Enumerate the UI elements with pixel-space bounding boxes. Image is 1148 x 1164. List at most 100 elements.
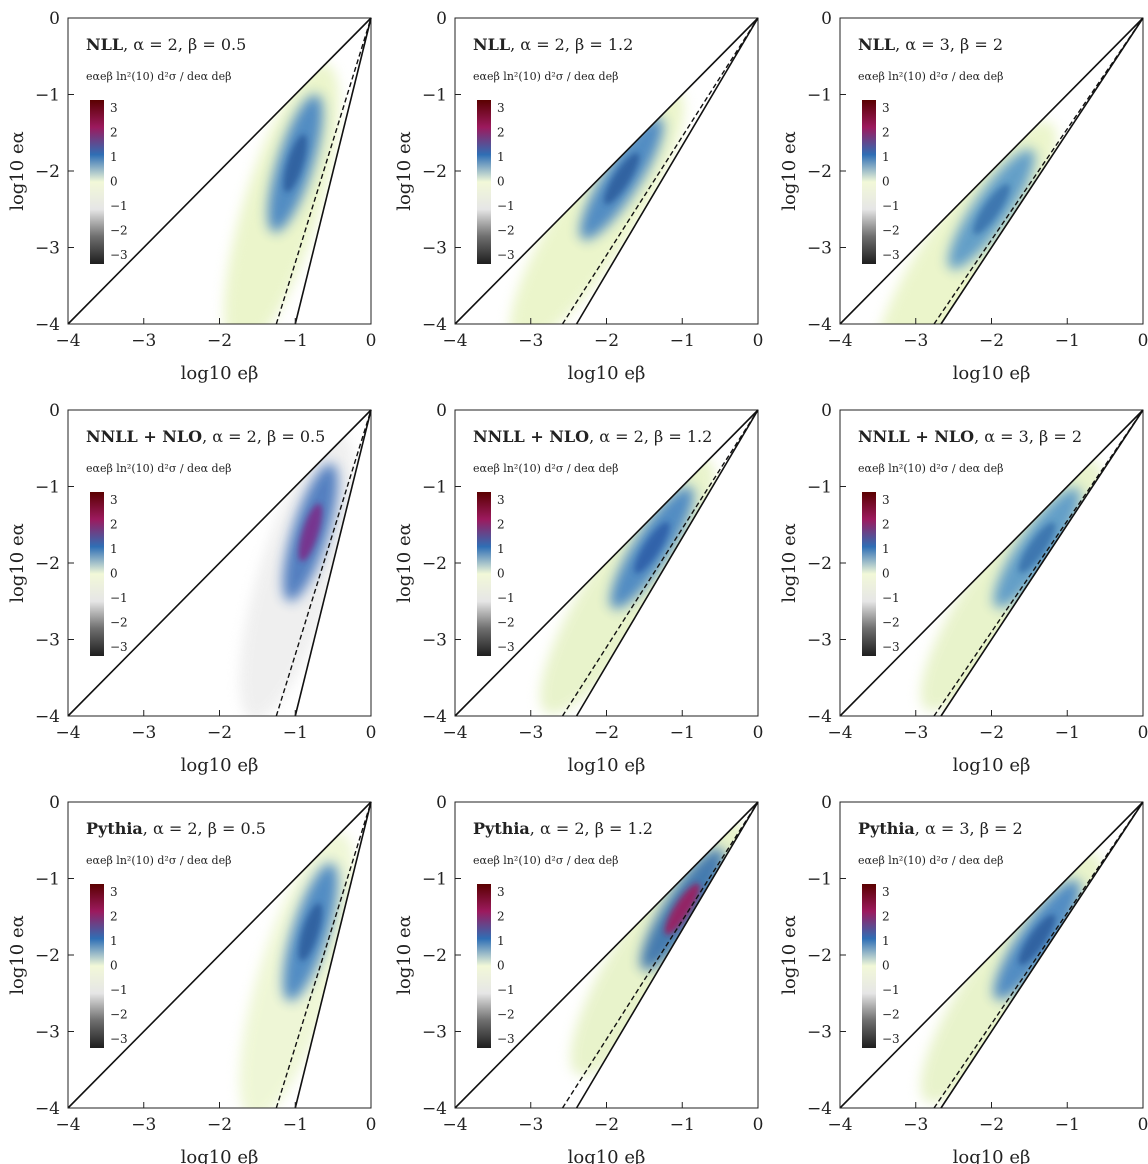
colorbar-tick-label: 2 bbox=[110, 518, 118, 532]
colorbar-tick-label: 3 bbox=[110, 101, 118, 115]
y-tick-label: −3 bbox=[35, 239, 60, 259]
colorbar-tick-label: −1 bbox=[882, 199, 900, 213]
colorbar bbox=[90, 884, 104, 1048]
panel-title: Pythia, α = 2, β = 1.2 bbox=[473, 819, 653, 838]
x-tick-label: 0 bbox=[366, 723, 377, 743]
colorbar-tick-label: −3 bbox=[110, 248, 128, 262]
heat-core bbox=[1018, 914, 1056, 965]
panel-4: −4−4 −3 −3 −2 −2 −1 −1 0 0 log10 eβ log10 eα NNLL +… bbox=[7, 401, 377, 776]
y-tick-label: −4 bbox=[422, 315, 447, 335]
y-tick-label: −1 bbox=[807, 478, 832, 498]
y-tick-label: −1 bbox=[35, 478, 60, 498]
x-tick-label: 0 bbox=[753, 331, 764, 351]
colorbar-tick-label: 3 bbox=[110, 885, 118, 899]
x-axis-label: log10 eβ bbox=[181, 755, 259, 776]
x-tick-label: −2 bbox=[207, 331, 232, 351]
lower-boundary-line bbox=[294, 17, 372, 325]
colorbar-tick-label: 3 bbox=[497, 101, 505, 115]
heat-core bbox=[1018, 522, 1056, 573]
heatmap bbox=[570, 819, 745, 1076]
panel-8: −4−4 −3 −3 −2 −2 −1 −1 0 0 log10 eβ log10 eα Pythia… bbox=[394, 793, 763, 1164]
colorbar-formula: eαeβ ln²(10) d²σ / deα deβ bbox=[858, 854, 1003, 867]
panel-title: NNLL + NLO, α = 2, β = 1.2 bbox=[473, 427, 712, 446]
heatmap bbox=[920, 852, 1102, 1103]
heat-core bbox=[283, 134, 308, 193]
heatmap bbox=[539, 458, 715, 714]
y-tick-label: −2 bbox=[35, 946, 60, 966]
colorbar-tick-label: 1 bbox=[882, 934, 890, 948]
colorbar-tick-label: −2 bbox=[110, 224, 128, 238]
colorbar-tick-label: −2 bbox=[497, 224, 515, 238]
upper-boundary-line bbox=[454, 17, 759, 325]
x-tick-label: −1 bbox=[283, 331, 308, 351]
y-tick-label: 0 bbox=[49, 401, 60, 421]
upper-boundary-line bbox=[67, 409, 372, 717]
colorbar bbox=[477, 100, 491, 264]
colorbar-tick-label: 1 bbox=[882, 542, 890, 556]
colorbar-tick-label: −2 bbox=[497, 1008, 515, 1022]
heatmap bbox=[239, 832, 355, 1108]
colorbar-tick-label: 2 bbox=[882, 518, 890, 532]
y-axis-label: log10 eα bbox=[7, 131, 28, 211]
x-tick-label: −4 bbox=[55, 1115, 80, 1135]
colorbar-formula: eαeβ ln²(10) d²σ / deα deβ bbox=[86, 854, 231, 867]
colorbar bbox=[862, 492, 876, 656]
y-tick-label: −2 bbox=[807, 946, 832, 966]
x-tick-label: −3 bbox=[518, 723, 543, 743]
colorbar-formula: eαeβ ln²(10) d²σ / deα deβ bbox=[473, 462, 618, 475]
x-axis-label: log10 eβ bbox=[953, 363, 1031, 384]
x-tick-label: −2 bbox=[594, 1115, 619, 1135]
x-tick-label: −1 bbox=[670, 723, 695, 743]
x-tick-label: −3 bbox=[131, 1115, 156, 1135]
y-tick-label: −3 bbox=[35, 1023, 60, 1043]
y-tick-label: −2 bbox=[807, 162, 832, 182]
upper-boundary-line bbox=[454, 801, 759, 1109]
y-tick-label: 0 bbox=[821, 9, 832, 29]
heat-core bbox=[973, 184, 1010, 235]
colorbar-tick-label: 3 bbox=[882, 493, 890, 507]
x-tick-label: −2 bbox=[979, 331, 1004, 351]
lower-boundary-line bbox=[575, 17, 759, 325]
colorbar-tick-label: 1 bbox=[110, 934, 118, 948]
y-tick-label: 0 bbox=[821, 793, 832, 813]
x-tick-label: −1 bbox=[670, 331, 695, 351]
y-tick-label: −1 bbox=[422, 870, 447, 890]
panel-5: −4−4 −3 −3 −2 −2 −1 −1 0 0 log10 eβ log10 eα NNLL +… bbox=[394, 401, 763, 776]
heat-core bbox=[634, 522, 670, 574]
y-tick-label: 0 bbox=[436, 9, 447, 29]
y-tick-label: −1 bbox=[35, 86, 60, 106]
colorbar-tick-label: 3 bbox=[882, 101, 890, 115]
colorbar-tick-label: −1 bbox=[110, 199, 128, 213]
y-tick-label: −2 bbox=[422, 554, 447, 574]
x-tick-label: −4 bbox=[827, 331, 852, 351]
x-tick-label: −4 bbox=[442, 1115, 467, 1135]
x-tick-label: −2 bbox=[207, 1115, 232, 1135]
x-tick-label: −3 bbox=[903, 723, 928, 743]
dashed-boundary-line bbox=[561, 801, 759, 1109]
colorbar-tick-label: 3 bbox=[497, 885, 505, 899]
x-tick-label: 0 bbox=[1138, 723, 1148, 743]
panel-title: Pythia, α = 2, β = 0.5 bbox=[86, 819, 266, 838]
colorbar-tick-label: 0 bbox=[497, 959, 505, 973]
colorbar-tick-label: −3 bbox=[497, 248, 515, 262]
colorbar-formula: eαeβ ln²(10) d²σ / deα deβ bbox=[858, 70, 1003, 83]
heatmap bbox=[224, 63, 340, 324]
heatmap bbox=[239, 432, 355, 716]
y-tick-label: −2 bbox=[422, 162, 447, 182]
x-tick-label: −4 bbox=[442, 331, 467, 351]
colorbar-tick-label: 1 bbox=[110, 150, 118, 164]
x-tick-label: −2 bbox=[594, 723, 619, 743]
y-tick-label: −1 bbox=[807, 86, 832, 106]
y-tick-label: −4 bbox=[35, 1099, 60, 1119]
y-tick-label: −4 bbox=[35, 707, 60, 727]
colorbar-tick-label: −1 bbox=[497, 591, 515, 605]
panel-title: NLL, α = 3, β = 2 bbox=[858, 35, 1003, 54]
y-tick-label: −4 bbox=[422, 1099, 447, 1119]
panel-title: NLL, α = 2, β = 1.2 bbox=[473, 35, 633, 54]
colorbar-tick-label: 0 bbox=[110, 175, 118, 189]
colorbar-tick-label: 1 bbox=[497, 934, 505, 948]
lower-boundary-line bbox=[575, 801, 759, 1109]
lower-boundary-line bbox=[940, 409, 1144, 717]
upper-boundary-line bbox=[839, 801, 1144, 1109]
